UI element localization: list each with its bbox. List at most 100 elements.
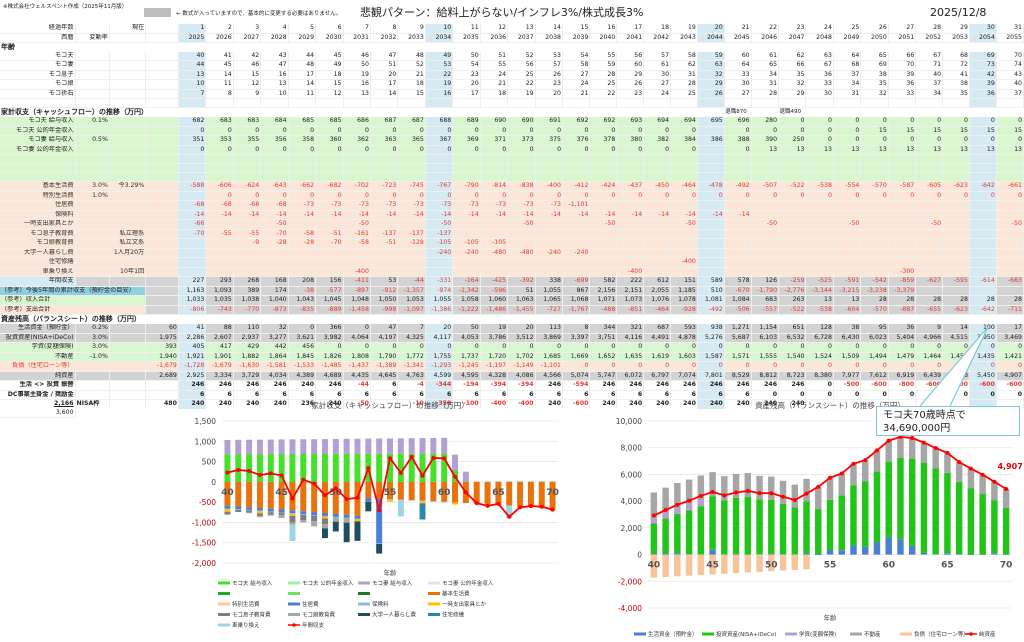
value-cell [315,163,344,174]
y-tick-label: -2,000 [192,559,216,568]
value-cell: -1,293 [425,361,454,372]
value-cell: 4,117 [425,333,454,344]
value-cell: 0 [260,145,289,156]
value-cell: 68 [833,60,862,71]
row-label: 生活資金（預貯金） [0,323,76,334]
value-cell: 0 [425,126,454,137]
bar-segment [267,508,274,512]
bar-segment [826,499,834,550]
value-cell: -392 [507,276,536,287]
bar-segment [321,518,328,525]
value-cell [643,200,672,211]
value-cell: -1,357 [397,286,426,297]
value-cell [670,98,698,109]
value-cell: -14 [616,210,645,221]
value-cell: 51 [370,60,399,71]
value-cell: -73 [535,200,564,211]
bar-segment [321,515,328,517]
value-cell [996,163,1024,174]
value-cell: 19 [480,323,509,334]
value-cell: 1,571 [724,352,752,363]
value-cell: 38 [833,323,862,334]
value-cell: 3,729 [233,371,262,382]
current-value [145,70,179,81]
bar-segment [235,481,242,507]
value-cell: 48 [397,51,426,62]
value-cell: 23 [452,70,481,81]
value-cell [260,267,289,278]
value-cell [535,172,564,183]
value-cell: 4,328 [480,371,509,382]
row-rate: 0.2% [75,323,110,334]
value-cell [996,399,1024,409]
value-cell: 2032 [370,33,399,44]
value-cell [751,267,780,278]
row-rate [75,248,110,259]
value-cell: 31 [670,70,698,81]
value-cell: 1,035 [205,295,234,306]
table-row [0,163,1024,174]
value-cell: 246 [724,380,752,391]
line-point [675,502,680,507]
legend-label: 学資(変額保険) [799,630,836,638]
value-cell [915,200,944,211]
value-cell [969,200,997,211]
row-rate [75,145,110,156]
value-cell: -492 [697,305,725,316]
row-label: （参考）収入合計 [0,295,147,306]
bar-segment [397,499,404,501]
table-row: 投資資産(NISA+iDeCo) 3.0% 1,975 2,286 2,607 2,937… [0,333,1024,344]
bar-segment [756,554,763,572]
value-cell: -1,533 [288,361,317,372]
bar-segment [473,481,480,482]
value-cell: 36 [888,79,917,90]
value-cell: 0 [860,390,889,401]
value-cell [562,219,591,230]
value-cell: 938 [697,323,725,334]
value-cell: 0 [589,126,618,137]
line-point [333,486,338,491]
value-cell [888,219,917,230]
value-cell: 13 [178,70,207,81]
value-cell [535,163,564,174]
value-cell: 6 [562,390,591,401]
value-cell: -105 [452,238,481,249]
value-cell [397,172,426,183]
bar-segment [430,481,437,502]
value-cell: 0 [233,126,262,137]
value-cell: 1,093 [205,286,234,297]
bar-segment [256,513,263,517]
legend-label: 住宅修繕 [442,611,465,619]
bar-segment [365,501,372,502]
value-cell: 0 [288,145,317,156]
value-cell: 3,621 [288,333,317,344]
value-cell: -500 [833,380,862,391]
table-row: 生活 <> 投資 振替 246 246 246 246 240 246 -44 6 -4 -344-… [0,380,1024,391]
value-cell: -437 [616,181,645,192]
bar-segment [955,462,963,482]
y-tick-label: 6,000 [621,470,643,479]
value-cell [697,219,725,230]
bar-segment [311,521,318,527]
value-cell: 2,151 [616,286,645,297]
value-cell: 0 [480,145,509,156]
value-cell: 2038 [535,33,564,44]
value-cell [616,163,645,174]
bar-segment [397,438,404,454]
value-cell [643,163,672,174]
table-row: モコ祈石 7 8 9 10 11 12 13 14 15 16 17 18 19 20 21 22 23 24 25 2… [0,89,1024,100]
value-cell [288,257,317,268]
value-cell: 696 [724,116,752,127]
value-cell: 2036 [480,33,509,44]
value-cell: 40 [996,79,1024,90]
value-cell [643,98,672,109]
table-row: モコ妻 公的年金収入 0 0 0 0 0 0 0 0 0 0 0 0 0 0 0 0 0 0 0 0 13 13 13 13 13… [0,145,1024,156]
bar-segment [538,480,545,482]
value-cell: 2034 [425,33,454,44]
value-cell [833,200,862,211]
value-cell: 4,086 [507,371,536,382]
value-cell: -727 [535,305,564,316]
bar-segment [419,501,426,504]
value-cell [562,238,591,249]
value-cell: 1,076 [643,295,672,306]
